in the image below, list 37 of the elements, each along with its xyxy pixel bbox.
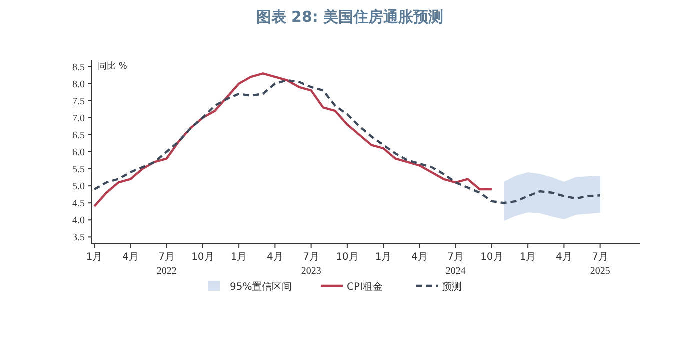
x-tick-label: 10月 bbox=[192, 252, 214, 263]
x-tick-label: 4月 bbox=[556, 252, 572, 263]
y-tick-label: 7.0 bbox=[72, 113, 85, 124]
line-series bbox=[93, 79, 602, 204]
x-tick-label: 1月 bbox=[520, 252, 536, 263]
x-tick-label: 7月 bbox=[592, 252, 609, 263]
x-tick-label: 10月 bbox=[336, 252, 359, 263]
y-tick-label: 8.0 bbox=[72, 79, 85, 90]
text: 2022 bbox=[156, 266, 177, 277]
y-tick-label: 3.5 bbox=[72, 232, 85, 244]
x-tick-label: 4月 bbox=[122, 252, 139, 263]
chart-title: 图表 28: 美国住房通胀预测 bbox=[256, 8, 444, 26]
x-tick-label: 1月 bbox=[375, 252, 392, 263]
legend-label: CPI租金 bbox=[347, 281, 383, 293]
y-tick-label: 4.5 bbox=[72, 198, 85, 210]
text: 2023 bbox=[301, 266, 322, 277]
x-tick-label: 1月 bbox=[230, 252, 248, 263]
y-tick-label: 4.0 bbox=[72, 216, 85, 227]
legend-label: 预测 bbox=[442, 281, 462, 293]
line-series bbox=[93, 72, 494, 208]
y-tick-label: 6.5 bbox=[72, 130, 85, 142]
x-tick-label: 7月 bbox=[158, 252, 176, 263]
text: 2024 bbox=[446, 266, 466, 277]
legend-label: 95%置信区间 bbox=[230, 281, 292, 293]
y-axis-title: 同比 % bbox=[98, 61, 128, 72]
x-tick-label: 10月 bbox=[480, 252, 504, 263]
x-tick-label: 7月 bbox=[448, 252, 464, 263]
x-tick-label: 7月 bbox=[303, 252, 320, 263]
x-tick-label: 4月 bbox=[267, 252, 284, 263]
text: 2025 bbox=[590, 266, 610, 277]
y-tick-label: 5.5 bbox=[72, 164, 85, 176]
y-tick-label: 6.0 bbox=[72, 148, 85, 158]
y-tick-label: 8.5 bbox=[72, 62, 85, 74]
x-tick-label: 4月 bbox=[412, 252, 428, 263]
x-tick-label: 1月 bbox=[86, 252, 103, 263]
y-tick-label: 5.0 bbox=[72, 182, 85, 193]
y-tick-label: 7.5 bbox=[72, 96, 85, 108]
